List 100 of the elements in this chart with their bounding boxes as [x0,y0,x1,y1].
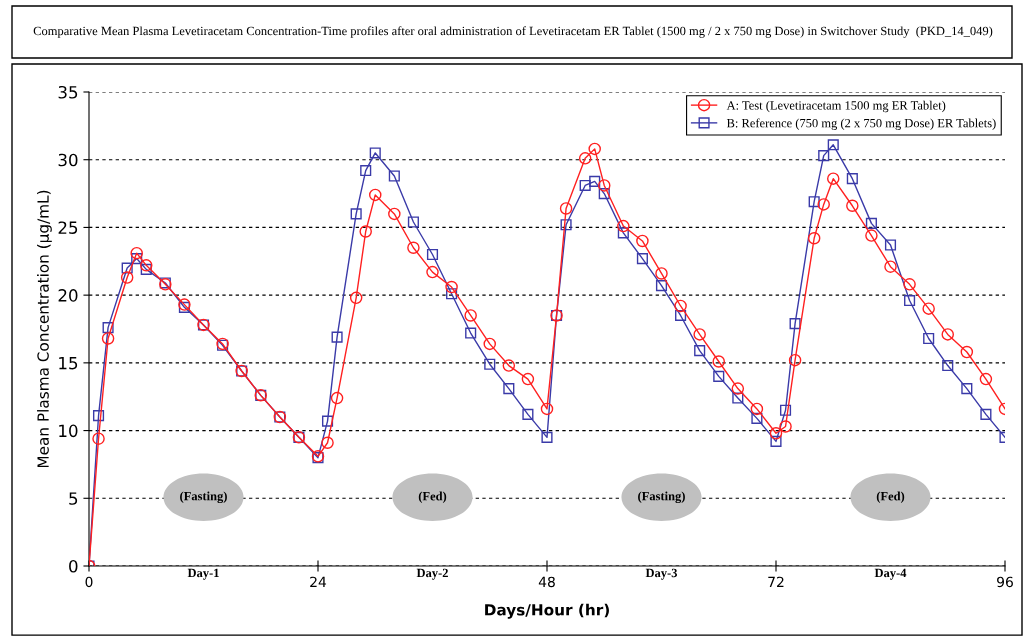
point [884,239,897,251]
point [693,328,706,341]
point [369,147,381,159]
y-tick-label: 10 [59,424,78,438]
point [923,332,935,345]
x-tick-label: 96 [997,576,1013,588]
point [445,280,458,294]
point [560,219,572,231]
point [655,267,668,280]
point [942,360,954,372]
point [359,225,372,238]
point [846,173,858,185]
point [559,202,573,215]
point [360,164,372,177]
chart-title: Comparative Mean Plasma Levetiracetam Concentration-Time profiles after oral administration of Levetiracetam ER Tablet (1500 mg / 2 x 750 mg Dose) in Switchover Study (PKD_14_049) [33,26,993,38]
point [426,265,439,279]
x-tick-label: 0 [85,576,93,588]
point [712,355,726,368]
point [131,253,143,265]
y-tick-label: 20 [58,289,78,302]
point [101,332,115,345]
point [817,198,830,211]
x-tick-label: 48 [538,576,555,588]
x-axis-title: Days/Hour (hr) [485,603,609,619]
point [465,327,477,339]
point [731,382,745,395]
point [960,345,974,359]
point [578,152,592,165]
point [846,199,859,213]
point [779,420,792,433]
y-tick-label: 30 [58,153,78,167]
text: Day-4 [874,568,907,580]
point [694,345,706,357]
point [788,353,802,367]
point [655,280,668,292]
point [597,179,611,192]
annotation: (Fasting) [180,491,227,503]
point [446,288,458,300]
point [92,410,105,422]
point [121,262,133,274]
point [464,309,477,322]
point [540,402,554,416]
y-tick-label: 0 [69,559,78,573]
point [388,170,400,182]
point [826,172,840,185]
y-tick-label: 35 [58,85,78,99]
point [884,260,897,273]
point [330,391,344,405]
point [139,259,153,272]
point [502,359,516,372]
point [388,207,401,221]
y-axis-title: Mean Plasma Concentration (µg/mL) [37,190,52,468]
point [130,246,143,260]
point [779,404,792,416]
point [407,241,420,254]
text: Day-2 [416,568,448,580]
point [713,370,725,382]
annotation: (Fed) [418,491,447,503]
point [807,232,821,245]
point [789,318,801,330]
point [426,248,439,261]
point [675,309,687,322]
point [579,179,591,192]
point [617,227,629,239]
x-tick-label: 72 [768,576,784,587]
annotation: (Fed) [876,491,905,503]
point [589,175,601,187]
point [541,431,553,443]
point [522,408,534,420]
y-tick-label: 25 [58,221,78,234]
point [961,383,973,395]
point [818,150,830,162]
point [770,435,782,447]
point [750,402,764,416]
point [102,322,114,334]
y-tick-label: 5 [69,492,78,505]
point [349,291,363,305]
legend-label: A: Test (Levetiracetam 1500 mg ER Tablet) [726,100,946,113]
text: Day-1 [187,568,219,580]
point [674,299,687,313]
point [904,295,916,307]
point [636,234,649,248]
point [979,372,993,386]
point [903,278,916,291]
point [120,271,134,284]
point [521,372,535,386]
point [980,408,992,420]
point [751,412,763,424]
point [865,217,877,229]
point [140,263,152,275]
point [331,331,343,343]
point [808,196,820,208]
annotation: (Fasting) [638,491,685,503]
point [368,188,382,202]
point [636,253,648,265]
y-tick-label: 15 [59,357,78,370]
point [941,328,955,341]
point [350,208,362,220]
point [321,436,334,450]
point [827,139,839,151]
